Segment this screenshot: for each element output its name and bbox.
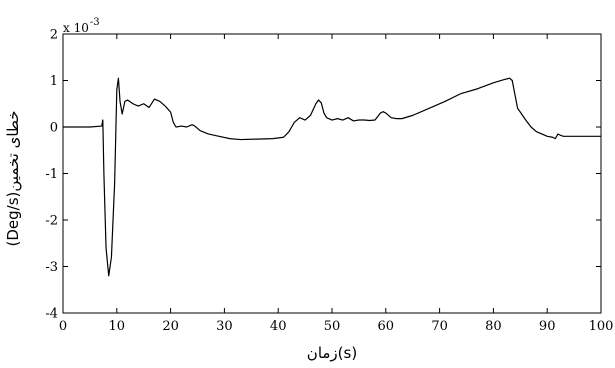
y-tick-label: -2 [45,214,58,229]
x-axis-ticks [62,34,602,313]
x-tick-label: 40 [270,319,287,334]
y-tick-label: 2 [50,28,58,43]
y-axis-ticks [63,33,601,314]
series-line [63,77,601,277]
y-tick-label: -1 [45,167,58,182]
y-tick-label: -4 [45,307,58,322]
y-multiplier-exponent: -3 [90,17,100,28]
x-tick-label: 30 [216,319,233,334]
x-tick-label: 90 [539,319,556,334]
plot-area-frame [62,33,602,314]
x-tick-label: 0 [59,319,67,334]
x-tick-label: 100 [589,319,614,334]
y-axis-tick-labels: 2 1 0 -1 -2 -3 -4 [45,28,58,322]
y-tick-label: 1 [50,74,58,89]
y-multiplier-label: x 10 [63,21,89,35]
x-tick-label: 20 [162,319,179,334]
x-tick-label: 80 [485,319,502,334]
x-axis-title: (s)زمان [307,344,357,362]
x-tick-label: 50 [324,319,341,334]
y-axis-title: خطای تخمین(Deg/s) [4,110,22,246]
x-tick-label: 60 [378,319,395,334]
x-tick-label: 10 [109,319,126,334]
x-axis-tick-labels: 0 10 20 30 40 50 60 70 80 90 100 [59,319,614,334]
y-tick-label: 0 [50,121,58,136]
y-tick-label: -3 [45,260,58,275]
x-tick-label: 70 [431,319,448,334]
